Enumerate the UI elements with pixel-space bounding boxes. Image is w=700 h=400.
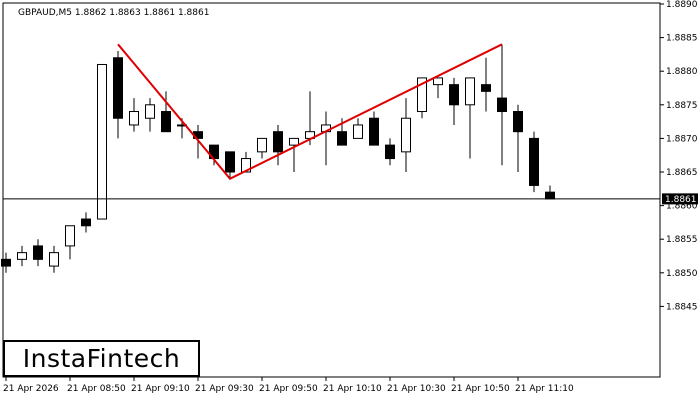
brand-logo-text: InstaFintech [22, 344, 181, 373]
y-tick-label: 1.8850 [666, 269, 698, 279]
candle-body-bull [417, 77, 427, 113]
candle [465, 77, 475, 159]
candle [145, 98, 155, 132]
x-tick-label: 21 Apr 2026 [3, 384, 59, 394]
x-tick-label: 21 Apr 10:50 [451, 384, 510, 394]
y-tick-label: 1.8885 [666, 34, 698, 44]
candle [449, 77, 459, 125]
x-tick-label: 21 Apr 10:10 [323, 384, 382, 394]
candle [369, 111, 379, 146]
candle-body-bull [289, 137, 299, 146]
candle [497, 44, 507, 166]
chart-title: GBPAUD,M5 1.8862 1.8863 1.8861 1.8861 [18, 8, 209, 18]
x-tick-label: 21 Apr 08:50 [67, 384, 126, 394]
candle-body-bear [1, 258, 11, 267]
candle [113, 51, 123, 139]
y-tick-label: 1.8845 [666, 302, 698, 312]
current-price-tag: 1.8861 [662, 193, 698, 205]
candle [1, 252, 11, 273]
candle-body-bull [65, 225, 75, 247]
double-top-pattern-line [117, 43, 503, 180]
y-tick-label: 1.8870 [666, 134, 698, 144]
candle-body-bear [337, 131, 347, 146]
candle-body-bull [465, 77, 475, 106]
y-tick-label: 1.8860 [666, 202, 698, 212]
candle [65, 225, 75, 260]
y-tick-label: 1.8875 [666, 101, 698, 111]
x-tick-label: 21 Apr 10:30 [387, 384, 446, 394]
y-axis: 1.8890 1.8885 1.8880 1.8875 1.8870 1.8865 1.88… [660, 0, 698, 312]
current-price-tag-text: 1.8861 [665, 195, 697, 205]
candle-body-bear [529, 137, 539, 186]
candle-body-bear [545, 191, 555, 200]
candle-body-bear [273, 131, 283, 153]
candle-body-bull [97, 63, 107, 220]
y-tick-label: 1.8855 [666, 235, 698, 245]
candle-body-bull [17, 252, 27, 260]
candle-body-bull [49, 252, 59, 267]
candle-body-bear [385, 144, 395, 160]
candle-body-bear [513, 111, 523, 133]
candle [129, 98, 139, 132]
candle [385, 138, 395, 166]
candle [481, 57, 491, 112]
candle [273, 124, 283, 166]
candle-body-bear [497, 97, 507, 113]
candle-body-bear [113, 57, 123, 119]
candle-body-bear [81, 218, 91, 227]
x-tick-label: 21 Apr 11:10 [515, 384, 574, 394]
candle-body-bull [401, 117, 411, 153]
candle-body-bull [353, 124, 363, 139]
candle-body-bear [369, 117, 379, 146]
y-tick-label: 1.8865 [666, 168, 698, 178]
candle-body-bear [225, 151, 235, 173]
candle [433, 77, 443, 99]
candle [17, 245, 27, 267]
candle [401, 98, 411, 172]
candle [241, 151, 251, 173]
candle [257, 137, 267, 159]
x-tick-label: 21 Apr 09:50 [259, 384, 318, 394]
candle [81, 212, 91, 233]
x-tick-label: 21 Apr 09:30 [195, 384, 254, 394]
candle-body-bull [433, 77, 443, 86]
candle-body-bull [257, 137, 267, 153]
candle-body-bear [161, 111, 171, 133]
candle [513, 104, 523, 172]
candle-body-bear [33, 245, 43, 260]
candle-body-bull [129, 111, 139, 126]
candle [289, 137, 299, 172]
candle-body-bear [449, 84, 459, 106]
candle [161, 91, 171, 133]
candle [97, 63, 107, 220]
y-tick-label: 1.8880 [666, 67, 698, 77]
candle [225, 151, 235, 179]
logo-box: InstaFintech [3, 340, 200, 377]
x-tick-label: 21 Apr 09:10 [131, 384, 190, 394]
x-axis: 21 Apr 2026 21 Apr 08:50 21 Apr 09:10 21 Ap… [3, 377, 574, 394]
candle-body-bull [241, 158, 251, 173]
candle [49, 245, 59, 273]
current-price-tag-bg [662, 193, 698, 205]
candle-body-bull [145, 104, 155, 119]
candle [353, 118, 363, 139]
candle-body-bear [481, 84, 491, 92]
candle [33, 239, 43, 267]
y-tick-label: 1.8890 [666, 0, 698, 10]
candle [529, 131, 539, 193]
